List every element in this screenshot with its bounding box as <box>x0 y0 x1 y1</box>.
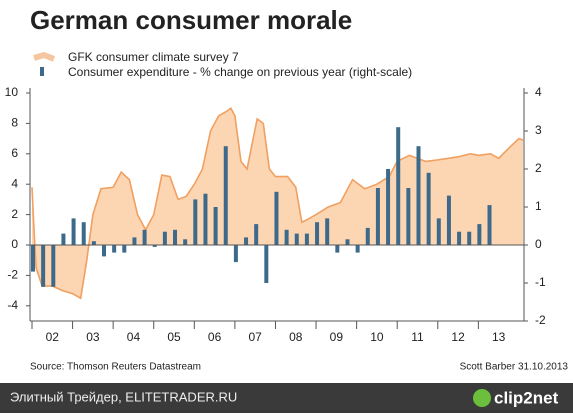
bar <box>406 188 411 245</box>
bar <box>193 199 198 245</box>
bar <box>223 146 228 245</box>
y-tick-label: -4 <box>7 298 18 312</box>
bar <box>91 241 96 245</box>
bar <box>477 224 482 245</box>
legend-swatch <box>40 67 44 76</box>
logo-icon <box>473 389 491 407</box>
bar <box>325 218 330 245</box>
bar <box>173 229 178 245</box>
y2-tick-label: 2 <box>535 161 542 175</box>
bar <box>355 245 360 253</box>
x-tick-label: 04 <box>127 330 141 344</box>
x-tick-label: 12 <box>451 330 465 344</box>
x-tick-label: 13 <box>492 330 506 344</box>
bar <box>335 245 340 253</box>
x-tick-label: 02 <box>46 330 60 344</box>
source: Source: Thomson Reuters Datastream <box>30 362 201 373</box>
bar <box>213 207 218 245</box>
bar <box>203 193 208 245</box>
bar <box>233 245 238 263</box>
bar <box>467 231 472 245</box>
y-tick-label: -2 <box>7 268 18 282</box>
bar <box>345 239 350 245</box>
y2-tick-label: 0 <box>535 237 542 251</box>
credit: Scott Barber 31.10.2013 <box>460 362 569 373</box>
bar <box>284 229 289 245</box>
bar <box>132 237 137 245</box>
x-tick-label: 11 <box>411 330 424 344</box>
bar <box>436 218 441 245</box>
y-tick-label: 6 <box>11 146 18 160</box>
x-tick-label: 05 <box>167 330 181 344</box>
bar <box>416 146 421 245</box>
x-tick-label: 07 <box>249 330 263 344</box>
x-tick-label: 08 <box>289 330 303 344</box>
bar <box>457 231 462 245</box>
legend-swatch <box>33 51 56 62</box>
y2-tick-label: 3 <box>535 123 542 137</box>
y2-tick-label: 1 <box>535 199 542 213</box>
bar <box>446 195 451 245</box>
y-tick-label: 4 <box>11 176 18 190</box>
bar <box>162 231 167 245</box>
bar <box>41 245 46 287</box>
bar <box>264 245 269 283</box>
y2-tick-label: -2 <box>535 313 546 327</box>
y-tick-label: 2 <box>11 207 18 221</box>
y-tick-label: 10 <box>5 85 19 99</box>
bar <box>152 245 157 247</box>
bar <box>426 172 431 245</box>
bar <box>112 245 117 253</box>
legend-label: GFK consumer climate survey 7 <box>68 50 239 64</box>
x-tick-label: 03 <box>86 330 100 344</box>
legend-label: Consumer expenditure - % change on previ… <box>68 65 412 79</box>
bar <box>365 227 370 245</box>
bar <box>396 127 401 245</box>
bar <box>122 245 127 253</box>
logo-text: clip2net <box>494 388 559 407</box>
bar <box>61 233 66 245</box>
bar <box>315 222 320 245</box>
bar <box>274 191 279 245</box>
y2-tick-label: -1 <box>535 275 546 289</box>
x-tick-label: 10 <box>370 330 384 344</box>
footer-text: Элитный Трейдер, ELITETRADER.RU <box>10 389 237 404</box>
bar <box>244 237 249 245</box>
x-tick-label: 09 <box>330 330 344 344</box>
bar <box>294 233 299 245</box>
chart-title: German consumer morale <box>30 5 352 35</box>
bar <box>81 222 86 245</box>
x-tick-label: 06 <box>208 330 222 344</box>
bar <box>31 245 35 272</box>
bar <box>487 205 492 245</box>
y-tick-label: 8 <box>11 116 18 130</box>
bar <box>51 245 56 287</box>
bar <box>386 169 391 245</box>
y-tick-label: 0 <box>11 237 18 251</box>
y2-tick-label: 4 <box>535 85 542 99</box>
bar <box>304 233 309 245</box>
bar <box>254 224 259 245</box>
bar <box>183 239 188 245</box>
bar <box>102 245 107 257</box>
bar <box>71 218 76 245</box>
bar <box>142 229 147 245</box>
bar <box>375 188 380 245</box>
